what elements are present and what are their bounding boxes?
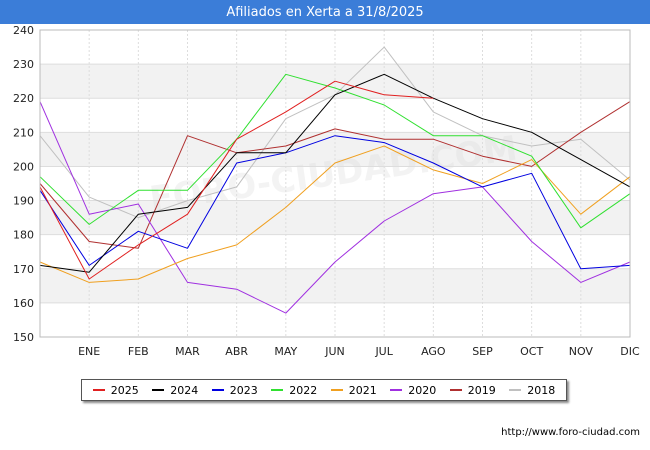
legend-item-2023: 2023 <box>211 383 258 397</box>
y-tick-label: 180 <box>13 229 34 242</box>
legend-label: 2020 <box>408 383 437 397</box>
x-tick-label: OCT <box>520 345 543 358</box>
y-tick-label: 190 <box>13 195 34 208</box>
x-tick-labels: ENE FEB MAR ABR MAY JUN JUL AGO SEP OCT NOV DIC <box>78 345 640 358</box>
series-line-2023 <box>39 135 631 270</box>
legend-swatch <box>509 389 522 391</box>
y-tick-label: 160 <box>13 297 34 310</box>
y-tick-label: 210 <box>13 126 34 139</box>
y-tick-label: 150 <box>13 331 34 344</box>
y-tick-label: 220 <box>13 92 34 105</box>
series-lines <box>39 46 631 314</box>
y-tick-label: 240 <box>13 24 34 37</box>
plot-frame <box>39 29 631 338</box>
x-tick-label: MAY <box>274 345 297 358</box>
legend-item-2024: 2024 <box>152 384 198 397</box>
x-tick-label: ENE <box>78 345 100 358</box>
x-tick-label: SEP <box>472 345 493 358</box>
legend-swatch <box>449 389 462 391</box>
legend-label: 2021 <box>348 383 377 397</box>
legend-label: 2018 <box>527 383 556 397</box>
legend-label: 2025 <box>110 383 139 397</box>
legend-item-2020: 2020 <box>390 384 436 397</box>
x-tick-label: MAR <box>175 345 200 358</box>
legend-swatch <box>271 389 284 391</box>
legend: 2025 2024 2023 2022 2021 2020 2019 2018 <box>81 379 567 401</box>
series-line-2025 <box>39 80 434 280</box>
legend-item-2019: 2019 <box>449 383 496 397</box>
series-line-2022 <box>39 73 631 229</box>
legend-swatch <box>152 389 165 391</box>
legend-item-2018: 2018 <box>509 384 555 397</box>
x-tick-label: JUL <box>374 345 393 358</box>
legend-item-2021: 2021 <box>330 383 377 397</box>
grid-band <box>40 268 630 303</box>
x-tick-label: AGO <box>421 345 446 358</box>
source-credit: http://www.foro-ciudad.com <box>501 427 640 438</box>
legend-swatch <box>330 389 343 391</box>
legend-item-2022: 2022 <box>271 384 317 397</box>
legend-item-2025: 2025 <box>92 383 139 397</box>
y-tick-labels: 150 160 170 180 190 200 210 220 230 240 <box>13 24 34 344</box>
legend-label: 2022 <box>289 383 318 397</box>
x-tick-label: FEB <box>128 345 149 358</box>
legend-swatch <box>211 389 224 391</box>
series-line-2019 <box>39 101 631 249</box>
series-line-2021 <box>39 145 631 283</box>
x-tick-label: ABR <box>225 345 248 358</box>
legend-swatch <box>92 389 105 391</box>
legend-label: 2019 <box>467 383 496 397</box>
series-line-2024 <box>39 73 631 273</box>
legend-swatch <box>390 389 403 391</box>
legend-label: 2024 <box>170 383 199 397</box>
x-tick-label: NOV <box>569 345 594 358</box>
chart-title: Afiliados en Xerta a 31/8/2025 <box>0 0 650 24</box>
axes <box>39 29 631 338</box>
y-tick-label: 230 <box>13 58 34 71</box>
y-tick-label: 200 <box>13 160 34 173</box>
series-line-2020 <box>39 101 631 314</box>
x-tick-label: DIC <box>620 345 640 358</box>
legend-label: 2023 <box>229 383 258 397</box>
y-tick-label: 170 <box>13 263 34 276</box>
x-tick-label: JUN <box>324 345 345 358</box>
